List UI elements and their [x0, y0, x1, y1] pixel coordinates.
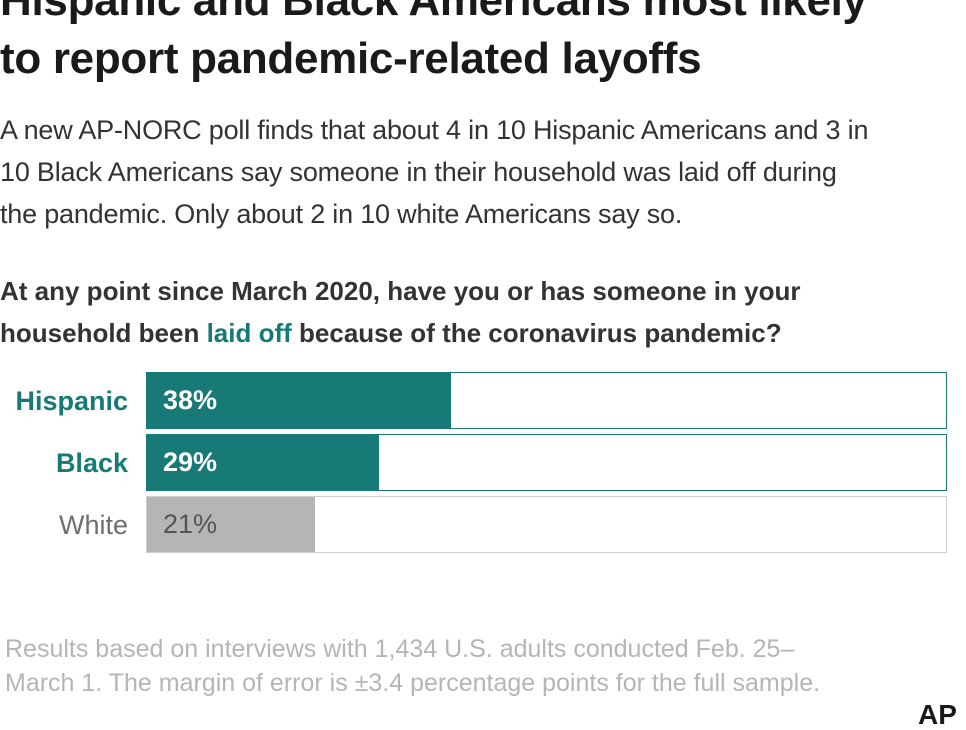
bar-row-black: Black 29%	[0, 434, 966, 492]
category-label-hispanic: Hispanic	[15, 386, 128, 416]
bar-row-hispanic: Hispanic 38%	[0, 372, 966, 430]
category-label-white: White	[58, 510, 128, 540]
footnote-line-1: Results based on interviews with 1,434 U…	[5, 635, 795, 663]
survey-question: At any point since March 2020, have you …	[0, 270, 966, 354]
data-label-hispanic: 38%	[163, 385, 218, 415]
question-text-before: household been	[0, 318, 207, 348]
question-text-after: because of the coronavirus pandemic?	[291, 318, 782, 348]
bar-hispanic	[147, 373, 451, 428]
bar-track-black: 29%	[146, 434, 947, 491]
chart-title: Hispanic and Black Americans most likely…	[0, 0, 966, 88]
question-line-1: At any point since March 2020, have you …	[0, 276, 801, 306]
bar-black	[147, 435, 379, 490]
ap-logo: AP	[918, 699, 957, 730]
subtitle-line-1: A new AP-NORC poll finds that about 4 in…	[0, 115, 869, 145]
footnote-line-2: March 1. The margin of error is ±3.4 per…	[5, 669, 821, 697]
chart-subtitle: A new AP-NORC poll finds that about 4 in…	[0, 109, 966, 235]
footnote: Results based on interviews with 1,434 U…	[5, 632, 955, 700]
bar-track-white: 21%	[146, 496, 947, 553]
bar-row-white: White 21%	[0, 496, 966, 554]
question-highlight: laid off	[206, 318, 292, 348]
subtitle-line-2: 10 Black Americans say someone in their …	[0, 157, 837, 187]
bar-white	[147, 497, 315, 552]
question-line-2: household been laid off because of the c…	[0, 312, 966, 354]
subtitle-line-3: the pandemic. Only about 2 in 10 white A…	[0, 199, 683, 229]
chart-title-line-1: Hispanic and Black Americans most likely	[0, 0, 867, 25]
data-label-white: 21%	[163, 509, 218, 539]
bar-track-hispanic: 38%	[146, 372, 947, 429]
chart-title-line-2: to report pandemic-related layoffs	[0, 34, 702, 83]
data-label-black: 29%	[163, 447, 218, 477]
category-label-black: Black	[55, 448, 128, 478]
